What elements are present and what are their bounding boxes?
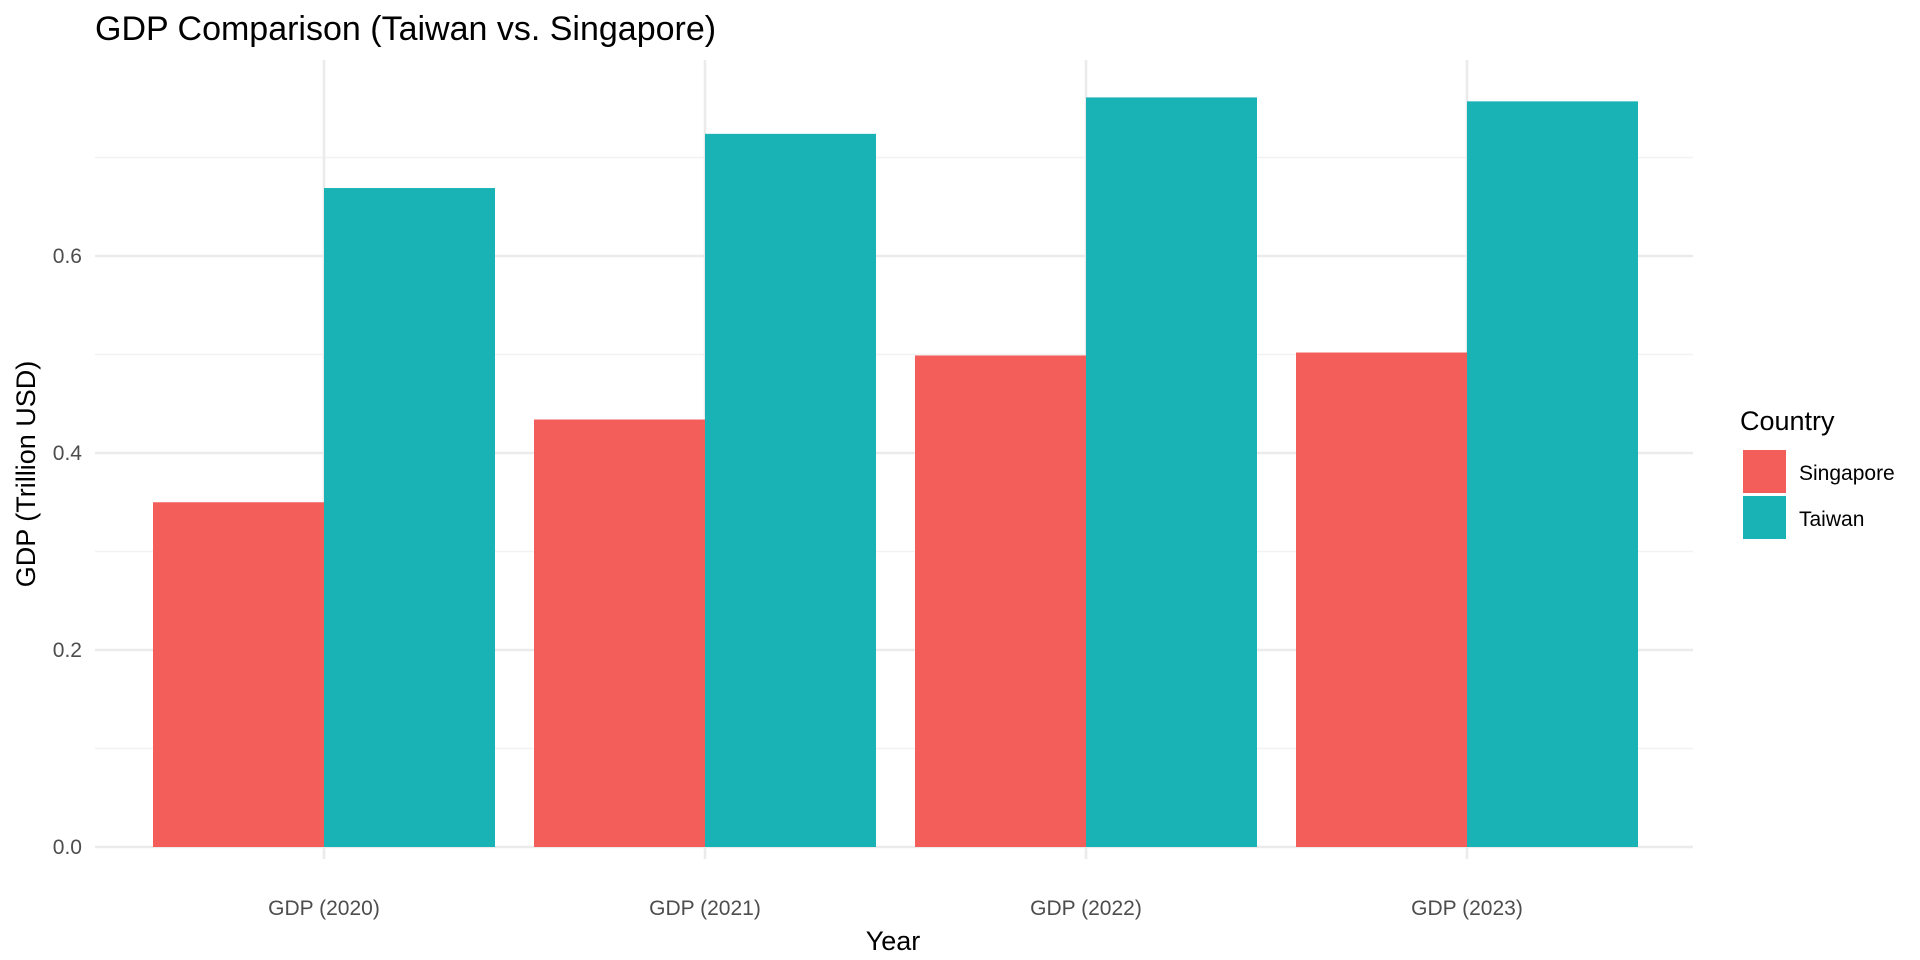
bar-singapore-2: [915, 355, 1086, 847]
bar-taiwan-0: [324, 188, 495, 847]
legend-label-taiwan: Taiwan: [1799, 508, 1864, 531]
legend-title: Country: [1740, 406, 1835, 436]
legend-items: Singapore Taiwan: [1743, 450, 1895, 539]
legend-label-singapore: Singapore: [1799, 462, 1895, 485]
y-axis-title: GDP (Trillion USD): [11, 361, 41, 588]
bars: [153, 97, 1638, 848]
bar-singapore-1: [534, 419, 705, 847]
legend: Country Singapore Taiwan: [1740, 406, 1895, 539]
x-axis-title: Year: [866, 926, 921, 956]
bar-taiwan-3: [1467, 101, 1638, 848]
y-tick-label: 0.0: [53, 836, 82, 859]
y-axis-ticks: 0.0 0.2 0.4 0.6: [53, 245, 83, 859]
x-axis-ticks: GDP (2020) GDP (2021) GDP (2022) GDP (2023): [268, 897, 1523, 920]
y-tick-label: 0.2: [53, 639, 82, 662]
bar-singapore-0: [153, 502, 324, 847]
legend-key-singapore: [1743, 450, 1786, 493]
chart-title: GDP Comparison (Taiwan vs. Singapore): [95, 10, 716, 48]
y-tick-label: 0.4: [53, 442, 83, 465]
legend-key-taiwan: [1743, 496, 1786, 539]
bar-taiwan-2: [1086, 97, 1257, 848]
x-tick-label: GDP (2023): [1411, 897, 1523, 920]
y-tick-label: 0.6: [53, 245, 82, 268]
x-tick-label: GDP (2022): [1030, 897, 1142, 920]
bar-singapore-3: [1296, 352, 1467, 847]
x-tick-label: GDP (2020): [268, 897, 380, 920]
bar-taiwan-1: [705, 133, 876, 848]
x-tick-label: GDP (2021): [649, 897, 761, 920]
